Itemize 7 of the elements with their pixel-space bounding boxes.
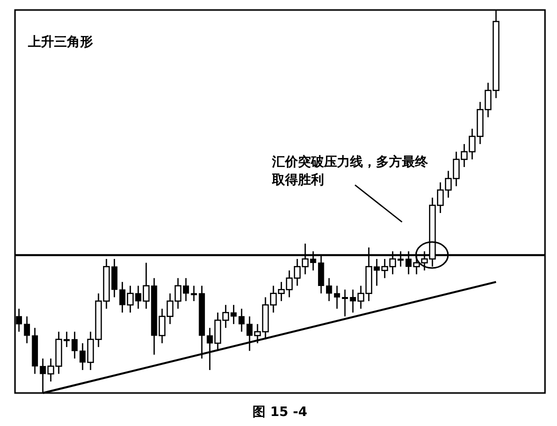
text: 上升三角形	[27, 34, 93, 50]
caption: 图 15 -4	[252, 405, 308, 420]
candlestick	[24, 316, 30, 344]
annotation: 汇价突破压力线，多方最终取得胜利	[271, 154, 429, 188]
candlestick	[334, 285, 340, 310]
candlestick	[326, 277, 332, 302]
candlestick	[342, 288, 348, 318]
